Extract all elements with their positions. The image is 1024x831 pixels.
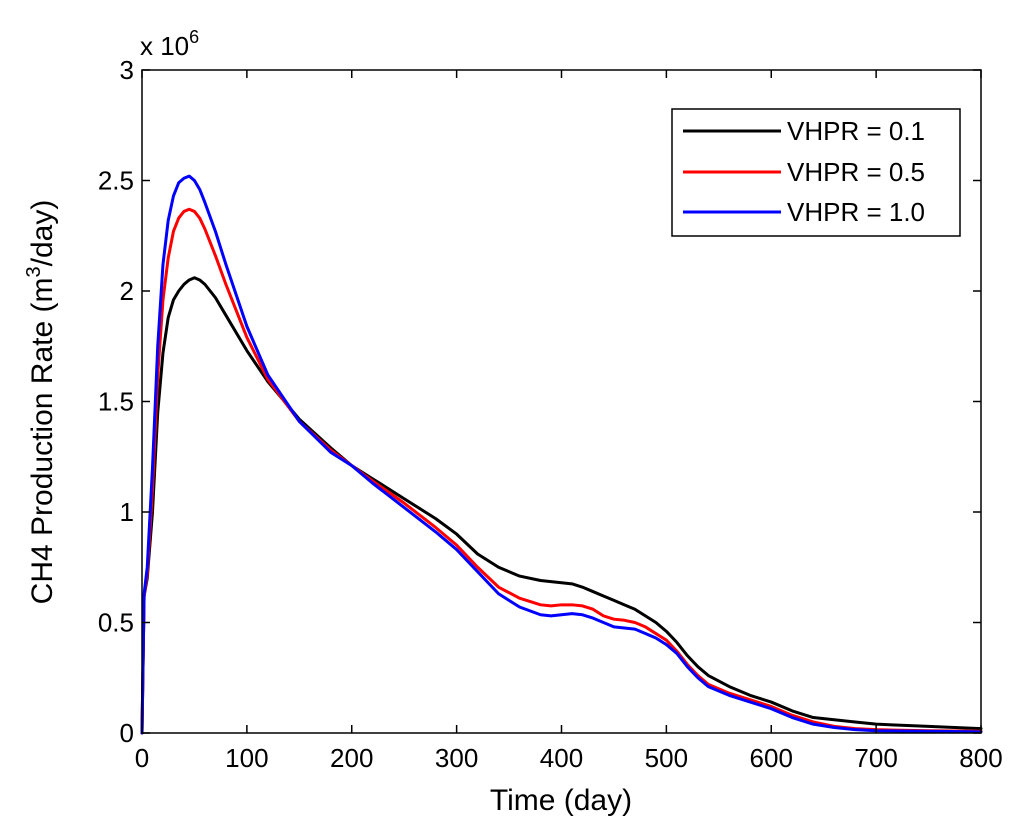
y-tick-label: 0 (120, 718, 134, 748)
x-tick-label: 0 (135, 743, 149, 773)
x-tick-label: 700 (854, 743, 897, 773)
y-axis-title-superscript: 3 (23, 266, 45, 277)
y-axis-title: CH4 Production Rate (m3/day) (23, 200, 59, 605)
tick-layer: 0 100 200 300 400 500 600 700 800 0 0.5 1 1.5 2 2.5 3 (98, 55, 1003, 773)
y-multiplier-label: x 106 (140, 27, 199, 61)
x-tick-label: 400 (540, 743, 583, 773)
series-layer (140, 174, 983, 735)
legend-label-vhpr-1.0: VHPR = 1.0 (787, 197, 925, 227)
legend-label-vhpr-0.5: VHPR = 0.5 (787, 157, 925, 187)
axes-box (141, 69, 982, 734)
x-tick-label: 300 (435, 743, 478, 773)
series-line-vhpr-0.5 (140, 207, 983, 735)
y-tick-label: 1.5 (98, 387, 134, 417)
x-tick-label: 600 (750, 743, 793, 773)
y-tick-label: 1 (120, 497, 134, 527)
series-line-vhpr-1.0 (140, 174, 983, 735)
x-axis-title: Time (day) (490, 784, 632, 817)
legend: VHPR = 0.1 VHPR = 0.5 VHPR = 1.0 (671, 108, 961, 237)
x-tick-label: 100 (225, 743, 268, 773)
y-multiplier-exponent: 6 (189, 27, 199, 47)
y-tick-label: 2 (120, 276, 134, 306)
x-tick-label: 200 (330, 743, 373, 773)
x-tick-label: 500 (645, 743, 688, 773)
x-tick-label: 800 (959, 743, 1002, 773)
y-tick-label: 3 (120, 55, 134, 85)
y-tick-label: 0.5 (98, 608, 134, 638)
series-line-vhpr-0.1 (140, 276, 983, 735)
legend-label-vhpr-0.1: VHPR = 0.1 (787, 116, 925, 146)
y-tick-label: 2.5 (98, 166, 134, 196)
